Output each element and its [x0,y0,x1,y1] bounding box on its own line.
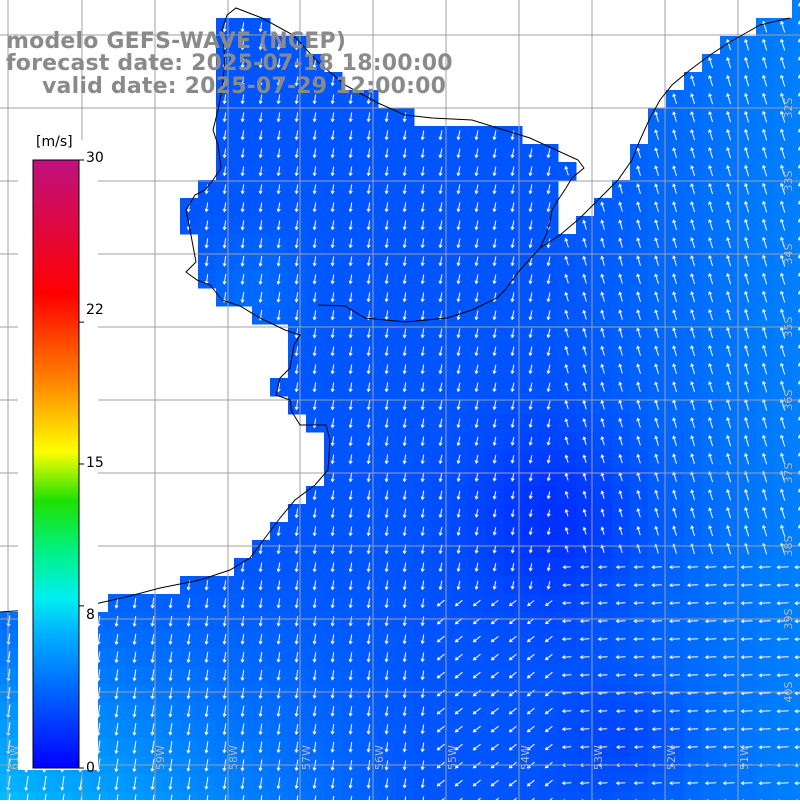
latitude-label: 33S [782,170,795,191]
speed-cell [522,792,541,800]
longitude-label: 59W [154,745,167,770]
speed-cell [792,216,800,235]
speed-cell [792,0,800,19]
speed-cell [630,792,649,800]
speed-cell [756,792,775,800]
speed-cell [792,432,800,451]
speed-cell [432,792,451,800]
latitude-label: 32S [782,97,795,118]
latitude-label: 35S [782,316,795,337]
longitude-label: 55W [446,745,459,770]
latitude-labels: 32S 33S 34S 35S 36S 37S 38S 39S 40S [782,97,795,702]
speed-cell [666,792,685,800]
forecast-date: forecast date: 2025-07-18 18:00:00 [6,52,453,76]
speed-cell [558,792,577,800]
colorbar-tick-15: 15 [86,455,104,471]
speed-cell [684,792,703,800]
speed-cell [468,792,487,800]
longitude-label: 56W [373,745,386,770]
speed-cell [540,792,559,800]
speed-cell [792,144,800,163]
longitude-label: 57W [300,745,313,770]
longitude-label: 54W [519,745,532,770]
speed-cell [792,414,800,433]
speed-cell [792,792,800,800]
speed-cell [612,792,631,800]
speed-cell [594,792,613,800]
speed-cell [450,792,469,800]
latitude-label: 37S [782,462,795,483]
colorbar-gradient [33,160,79,768]
speed-cell [792,342,800,361]
latitude-label: 36S [782,389,795,410]
latitude-label: 39S [782,608,795,629]
speed-cell [792,288,800,307]
speed-cell [792,486,800,505]
speed-cell [792,72,800,91]
valid-date: valid date: 2025-07-29 12:00:00 [42,75,446,99]
speed-cell [792,270,800,289]
speed-cell [792,18,800,37]
speed-cell [648,792,667,800]
speed-cell [792,54,800,73]
longitude-label: 52W [665,745,678,770]
speed-cell [486,792,505,800]
colorbar-unit: [m/s] [34,134,75,150]
speed-cell [702,792,721,800]
speed-cell [774,792,793,800]
speed-cell [738,792,757,800]
speed-cell [504,792,523,800]
latitude-label: 38S [782,535,795,556]
latitude-label: 34S [782,243,795,264]
speed-cell [720,792,739,800]
colorbar-tick-8: 8 [86,607,95,623]
colorbar-tick-22: 22 [86,302,104,318]
longitude-label: 53W [592,745,605,770]
speed-cell [792,198,800,217]
speed-cell [792,360,800,379]
longitude-label: 51W [738,745,751,770]
speed-cell [792,126,800,145]
longitude-label: 58W [227,745,240,770]
speed-cell [792,504,800,523]
speed-cell [792,36,800,55]
colorbar-tick-30: 30 [86,150,104,166]
latitude-label: 40S [782,681,795,702]
colorbar-tick-0: 0 [86,760,95,776]
